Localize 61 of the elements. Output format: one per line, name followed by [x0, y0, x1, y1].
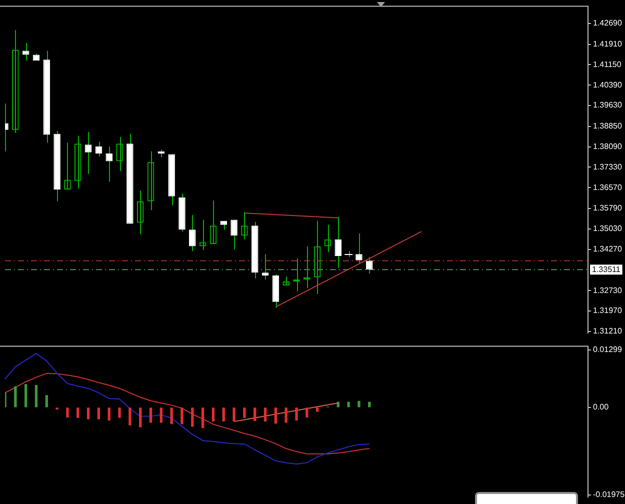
- candlestick: [293, 258, 300, 292]
- ref-line-label: 1.33511: [592, 264, 621, 274]
- bar: [34, 384, 38, 408]
- y-tick-label: 1.35030: [593, 224, 622, 234]
- bar: [180, 408, 184, 424]
- bar: [14, 386, 17, 408]
- bar: [306, 408, 308, 418]
- bar: [86, 408, 90, 420]
- bar: [191, 408, 194, 427]
- y-tick-label: 1.40390: [593, 80, 622, 90]
- bar: [232, 408, 236, 422]
- y-tick-label: 0.00: [593, 402, 610, 412]
- bar: [243, 408, 246, 418]
- candlestick: [366, 256, 373, 274]
- bar: [76, 408, 80, 418]
- bar: [139, 408, 142, 428]
- bar: [160, 408, 162, 423]
- y-tick-label: 1.39630: [593, 100, 622, 110]
- bar: [128, 408, 132, 426]
- y-tick-label: 1.37330: [593, 162, 622, 172]
- bar: [97, 408, 100, 420]
- bar: [45, 395, 48, 408]
- bar: [222, 408, 225, 422]
- y-tick-label: 1.41150: [593, 60, 622, 69]
- bar: [108, 408, 110, 421]
- y-tick-label: -0.01975: [593, 490, 625, 499]
- candlestick: [22, 42, 30, 61]
- candlestick: [95, 141, 102, 157]
- y-tick-label: 0.01299: [593, 345, 622, 354]
- y-tick-label: 1.36570: [593, 182, 622, 192]
- y-tick-label: 1.41910: [593, 40, 622, 49]
- bar: [201, 408, 204, 428]
- bar: [170, 408, 173, 424]
- candlestick: [106, 146, 112, 182]
- bar: [66, 408, 69, 418]
- y-tick-label: 1.31210: [593, 326, 622, 336]
- bar: [295, 408, 298, 421]
- bar: [149, 408, 152, 423]
- bar: [254, 408, 256, 422]
- candlestick: [356, 232, 362, 264]
- y-tick-label: 1.38090: [593, 142, 622, 152]
- bar: [358, 400, 360, 408]
- bar: [284, 408, 288, 423]
- y-tick-label: 1.31970: [593, 306, 622, 316]
- bar: [316, 408, 319, 412]
- bar: [347, 402, 350, 408]
- candlestick: [230, 219, 238, 250]
- candlestick: [84, 131, 92, 174]
- candlestick: [189, 214, 196, 252]
- candlestick: [262, 254, 269, 280]
- bar: [274, 408, 278, 424]
- candlestick: [334, 216, 342, 268]
- bar: [24, 384, 28, 408]
- y-tick-label: 1.32730: [593, 286, 622, 295]
- y-tick-label: 1.42690: [593, 18, 622, 28]
- y-tick-label: 1.34270: [593, 244, 622, 254]
- y-tick-label: 1.38850: [593, 122, 622, 131]
- bar: [264, 408, 267, 422]
- y-tick-label: 1.35790: [593, 204, 622, 213]
- bar: [118, 408, 121, 418]
- bar: [212, 408, 215, 422]
